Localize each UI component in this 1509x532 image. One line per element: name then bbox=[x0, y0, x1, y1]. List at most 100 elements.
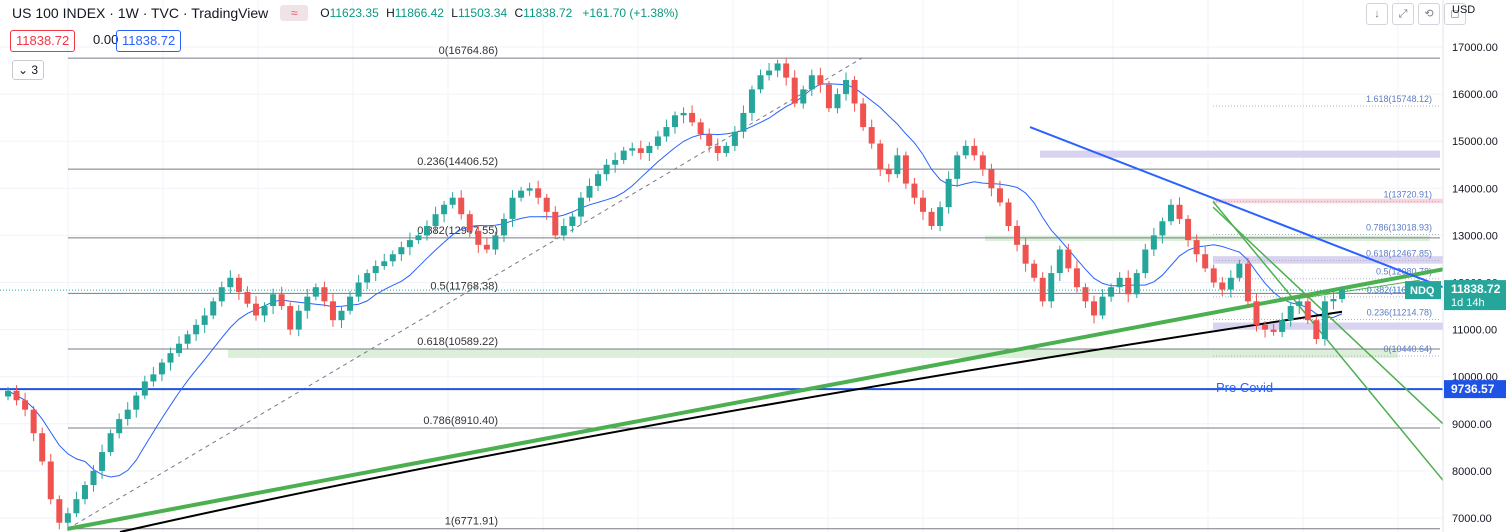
candle-body bbox=[193, 324, 200, 335]
candle-body bbox=[158, 362, 165, 375]
support-trendline bbox=[67, 267, 1444, 531]
supply-zone bbox=[1040, 150, 1440, 158]
candle-body bbox=[663, 127, 670, 137]
candle-body bbox=[432, 214, 439, 226]
candle-body bbox=[73, 499, 80, 514]
symbol-tag-label: NDQ bbox=[1410, 285, 1435, 297]
candle-body bbox=[424, 225, 431, 236]
candle-body bbox=[381, 261, 388, 267]
channel-line bbox=[1279, 279, 1421, 302]
pre-covid-value: 9736.57 bbox=[1451, 382, 1495, 396]
sell-price-box[interactable]: 11838.72 bbox=[10, 30, 76, 52]
candle-body bbox=[919, 197, 926, 212]
candle-body bbox=[441, 204, 448, 215]
candle-body bbox=[252, 303, 259, 316]
candle-body bbox=[364, 273, 371, 283]
candle-body bbox=[817, 75, 824, 85]
candle-body bbox=[1031, 263, 1038, 278]
candle-body bbox=[706, 134, 713, 146]
buy-price-box[interactable]: 11838.72 bbox=[116, 30, 182, 52]
candle-body bbox=[1304, 301, 1311, 321]
candle-body bbox=[774, 63, 781, 71]
fib-zone bbox=[228, 348, 1398, 358]
fib-level-label: 0.5(11768.38) bbox=[430, 280, 498, 292]
candle-body bbox=[791, 77, 798, 104]
ohlc-readout: O11623.35 H11866.42 L11503.34 C11838.72 bbox=[320, 6, 573, 20]
y-tick-label: 14000.00 bbox=[1452, 183, 1498, 195]
candle-body bbox=[766, 70, 773, 76]
candle-body bbox=[1159, 221, 1166, 236]
candle-body bbox=[167, 353, 174, 363]
candle-body bbox=[466, 214, 473, 231]
candle-body bbox=[1262, 324, 1269, 330]
candle-body bbox=[928, 211, 935, 226]
candle-body bbox=[1039, 277, 1046, 302]
fib-ext-label: 0(10440.64) bbox=[1383, 344, 1432, 354]
candle-body bbox=[500, 218, 507, 236]
fib-level-label: 0.786(8910.40) bbox=[423, 415, 498, 427]
long-moving-average-line bbox=[119, 310, 1343, 532]
candle-body bbox=[962, 145, 969, 156]
candle-body bbox=[518, 190, 525, 198]
candle-body bbox=[535, 188, 542, 198]
candle-body bbox=[586, 185, 593, 198]
low-value: 11503.34 bbox=[457, 6, 508, 20]
candle-body bbox=[261, 306, 268, 316]
candle-body bbox=[99, 452, 106, 471]
candle-body bbox=[800, 89, 807, 104]
candle-body bbox=[1082, 287, 1089, 302]
candle-body bbox=[1244, 263, 1251, 302]
indicator-layers-button[interactable]: ⌄ 3 bbox=[12, 60, 44, 80]
candle-body bbox=[1073, 268, 1080, 288]
candle-body bbox=[877, 143, 884, 170]
candle-body bbox=[81, 485, 88, 500]
candle-body bbox=[47, 461, 54, 500]
candle-body bbox=[577, 197, 584, 217]
candle-body bbox=[1202, 254, 1209, 269]
currency-label[interactable]: USD bbox=[1452, 4, 1476, 16]
candle-body bbox=[1227, 277, 1234, 290]
candle-body bbox=[714, 145, 721, 153]
candle-body bbox=[30, 409, 37, 434]
fullscreen-icon[interactable]: ⤢ bbox=[1392, 3, 1414, 25]
candle-body bbox=[1236, 263, 1243, 278]
candle-body bbox=[406, 240, 413, 248]
resistance-trendline bbox=[1029, 126, 1444, 289]
candle-body bbox=[1321, 301, 1328, 340]
candle-body bbox=[1176, 204, 1183, 219]
candle-body bbox=[731, 131, 738, 146]
candle-body bbox=[1056, 249, 1063, 274]
candle-body bbox=[287, 306, 294, 330]
candle-body bbox=[227, 277, 234, 288]
scroll-down-icon[interactable]: ↓ bbox=[1366, 3, 1388, 25]
channel-line bbox=[1212, 206, 1444, 425]
candle-body bbox=[748, 89, 755, 113]
candle-body bbox=[543, 197, 550, 212]
reset-icon[interactable]: ⟲ bbox=[1418, 3, 1440, 25]
candle-body bbox=[680, 112, 687, 116]
candle-body bbox=[1048, 273, 1055, 302]
candle-body bbox=[860, 103, 867, 128]
candle-body bbox=[201, 315, 208, 325]
candle-body bbox=[654, 136, 661, 146]
fib-level-label: 1(6771.91) bbox=[445, 516, 498, 528]
candle-body bbox=[834, 94, 841, 109]
candle-body bbox=[398, 247, 405, 255]
y-tick-label: 17000.00 bbox=[1452, 42, 1498, 54]
candle-body bbox=[689, 112, 696, 123]
candle-body bbox=[996, 188, 1003, 203]
chart-toolbar: ↓ ⤢ ⟲ ◻ bbox=[1366, 3, 1466, 25]
candle-body bbox=[295, 310, 302, 330]
candle-body bbox=[945, 178, 952, 208]
candle-body bbox=[415, 235, 422, 241]
candle-body bbox=[355, 282, 362, 297]
candle-body bbox=[278, 294, 285, 307]
indicator-toggle-icon[interactable]: ≈ bbox=[280, 5, 309, 21]
candle-body bbox=[483, 244, 490, 250]
moving-average-line bbox=[7, 83, 1343, 478]
symbol-title[interactable]: US 100 INDEX · 1W · TVC · TradingView bbox=[12, 5, 269, 21]
candle-body bbox=[937, 207, 944, 226]
candle-body bbox=[740, 112, 747, 132]
snapshot-icon[interactable]: ◻ bbox=[1444, 3, 1466, 25]
